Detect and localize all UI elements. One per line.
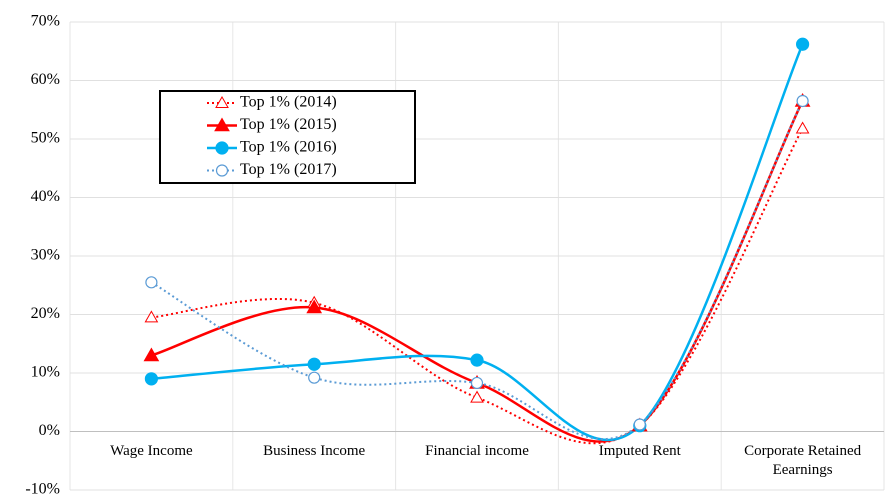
marker [145,276,158,289]
marker [795,37,810,51]
marker [215,141,229,155]
legend-label: Top 1% (2016) [240,139,337,156]
marker [470,376,484,390]
y-tick-label: 50% [31,130,60,147]
marker [215,164,229,177]
y-tick-label: 40% [31,188,60,205]
legend-label: Top 1% (2014) [240,94,337,111]
marker [470,353,484,367]
marker [470,390,484,403]
y-tick-label: -10% [25,481,60,496]
y-tick-label: 30% [31,247,60,264]
series-line [151,127,804,445]
y-tick-label: 70% [31,13,60,30]
y-tick-label: 10% [31,364,60,381]
series-line [150,100,804,440]
series-line [151,43,804,442]
marker [143,347,160,362]
marker [796,94,809,108]
marker [214,117,230,132]
marker [307,357,321,371]
series-line [151,100,804,443]
legend-box [159,90,416,184]
legend-label: Top 1% (2017) [240,161,337,178]
legend-label: Top 1% (2015) [240,116,337,133]
x-tick-label: Wage Income [110,442,193,459]
marker [215,95,229,108]
y-tick-label: 20% [31,305,60,322]
marker [308,371,321,384]
marker [144,372,158,386]
y-tick-label: 0% [39,422,60,439]
x-tick-label: Business Income [263,442,366,459]
marker [144,310,159,323]
marker [795,121,810,134]
y-tick-label: 60% [31,71,60,88]
marker [633,418,646,431]
x-tick-label: Corporate Retained Eearnings [744,442,862,478]
marker [306,299,323,314]
x-tick-label: Imputed Rent [598,442,681,459]
x-tick-label: Financial income [425,442,529,459]
